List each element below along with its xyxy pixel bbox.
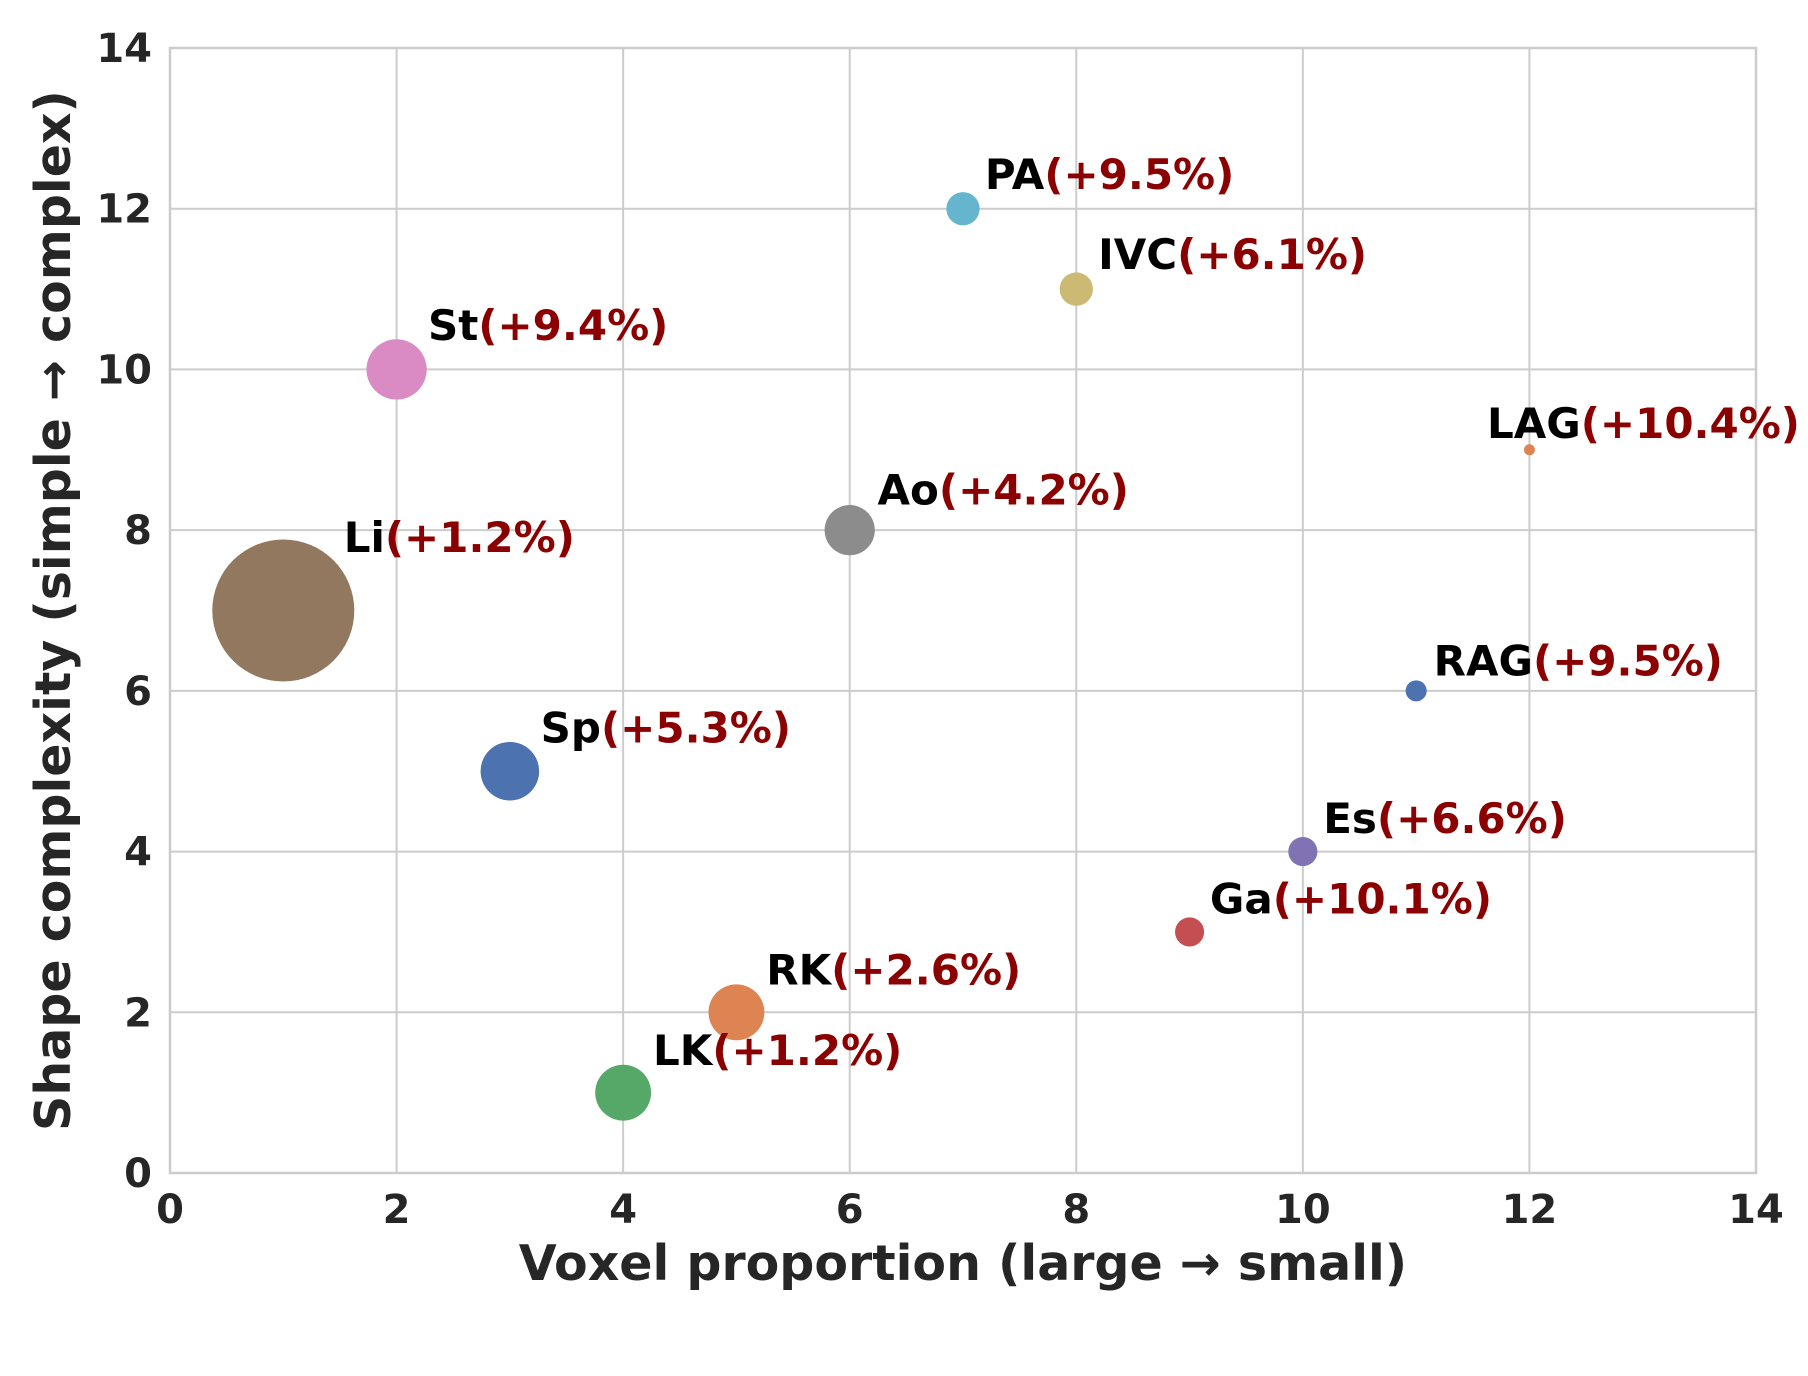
point-labels: Li(+1.2%)St(+9.4%)Sp(+5.3%)LK(+1.2%)RK(+… [344, 150, 1800, 1075]
bubble-pa [946, 192, 980, 226]
bubble-lk [595, 1064, 652, 1121]
bubble-ao [824, 505, 875, 556]
x-tick-label: 0 [156, 1187, 184, 1233]
point-name: Li [344, 513, 385, 562]
point-name: Sp [541, 703, 601, 752]
point-delta: (+5.3%) [601, 703, 791, 752]
point-delta: (+9.5%) [1533, 636, 1723, 685]
point-name: LAG [1487, 399, 1581, 448]
bubble-lag [1523, 444, 1535, 456]
x-tick-label: 4 [609, 1187, 637, 1233]
x-tick-label: 6 [836, 1187, 864, 1233]
point-label-rk: RK(+2.6%) [766, 945, 1021, 994]
point-name: PA [985, 150, 1045, 199]
point-name: LK [653, 1026, 714, 1075]
point-name: RK [766, 945, 832, 994]
point-delta: (+1.2%) [385, 513, 575, 562]
plot-frame [168, 46, 1758, 1175]
point-label-li: Li(+1.2%) [344, 513, 575, 562]
bubble-li [212, 539, 355, 682]
y-tick-label: 2 [124, 990, 152, 1036]
tick-labels: 0 2 4 6 8 10 12 14 0 2 4 6 8 10 12 14 [96, 26, 1784, 1233]
point-delta: (+9.4%) [478, 301, 668, 350]
point-label-st: St(+9.4%) [428, 301, 668, 350]
point-label-lk: LK(+1.2%) [653, 1026, 902, 1075]
point-delta: (+6.6%) [1377, 794, 1567, 843]
point-delta: (+2.6%) [831, 945, 1021, 994]
bubble-rag [1405, 680, 1427, 702]
bubble-es [1288, 837, 1318, 867]
point-label-rag: RAG(+9.5%) [1434, 636, 1723, 685]
point-delta: (+4.2%) [939, 465, 1129, 514]
point-delta: (+9.5%) [1044, 150, 1234, 199]
y-tick-label: 12 [96, 187, 152, 233]
point-label-ivc: IVC(+6.1%) [1098, 230, 1367, 279]
point-name: IVC [1098, 230, 1177, 279]
bubble-sp [480, 741, 540, 801]
point-name: Ao [878, 465, 939, 514]
y-tick-label: 8 [124, 508, 152, 554]
x-tick-label: 12 [1502, 1187, 1558, 1233]
point-name: St [428, 301, 478, 350]
y-tick-label: 14 [96, 26, 152, 72]
point-label-lag: LAG(+10.4%) [1487, 399, 1800, 448]
point-name: Es [1323, 794, 1377, 843]
point-delta: (+1.2%) [712, 1026, 902, 1075]
y-tick-label: 10 [96, 347, 152, 393]
x-tick-label: 10 [1275, 1187, 1331, 1233]
point-label-ga: Ga(+10.1%) [1210, 875, 1492, 924]
x-tick-label: 2 [383, 1187, 411, 1233]
bubble-rk [708, 984, 765, 1041]
x-axis-label: Voxel proportion (large → small) [519, 1235, 1407, 1292]
grid [169, 47, 1757, 1174]
bubble-ga [1175, 917, 1205, 947]
point-label-pa: PA(+9.5%) [985, 150, 1235, 199]
point-delta: (+10.4%) [1581, 399, 1800, 448]
bubble-st [366, 339, 427, 400]
point-label-sp: Sp(+5.3%) [541, 703, 791, 752]
point-name: Ga [1210, 875, 1273, 924]
point-delta: (+6.1%) [1177, 230, 1367, 279]
point-label-ao: Ao(+4.2%) [878, 465, 1129, 514]
x-tick-label: 14 [1728, 1187, 1784, 1233]
y-tick-label: 4 [124, 830, 152, 876]
y-tick-label: 0 [124, 1151, 152, 1197]
point-label-es: Es(+6.6%) [1323, 794, 1567, 843]
x-tick-label: 8 [1062, 1187, 1090, 1233]
y-axis-label: Shape complexity (simple → complex) [25, 90, 82, 1131]
point-delta: (+10.1%) [1273, 875, 1492, 924]
point-name: RAG [1434, 636, 1533, 685]
bubbles [212, 192, 1535, 1121]
y-tick-label: 6 [124, 669, 152, 715]
bubble-ivc [1059, 272, 1093, 306]
